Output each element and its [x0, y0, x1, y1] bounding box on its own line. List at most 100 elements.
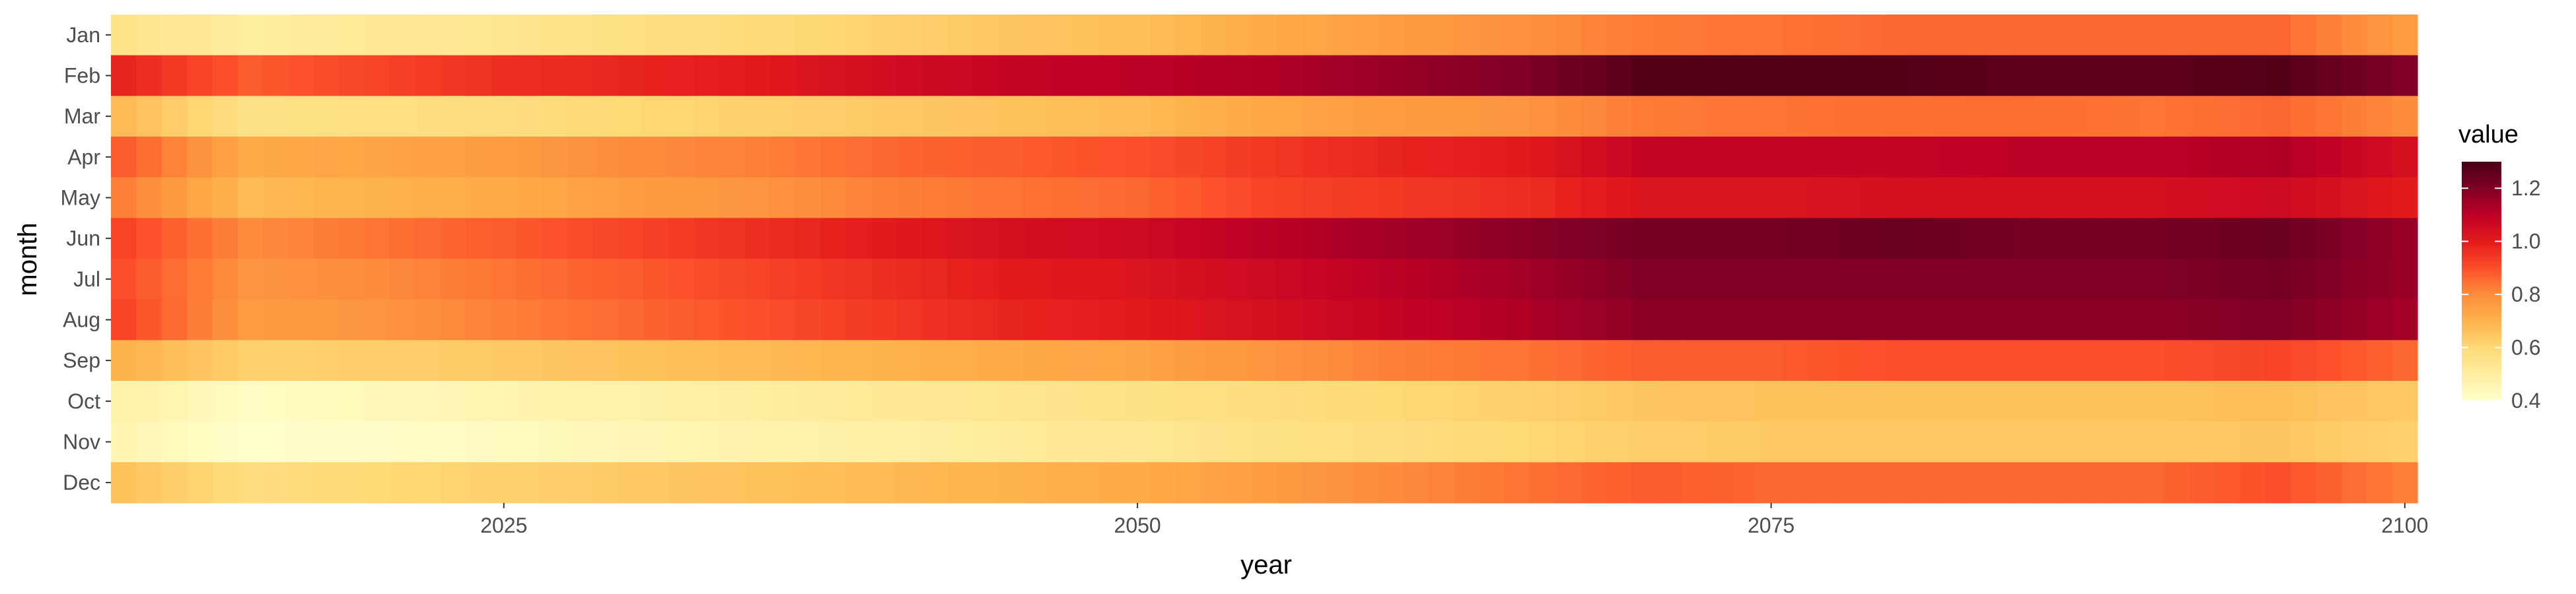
heatmap-cell [795, 137, 822, 178]
heatmap-cell [1201, 421, 1227, 463]
y-tick-label: Dec [63, 471, 100, 494]
heatmap-cell [2113, 421, 2139, 463]
heatmap-cell [1682, 218, 1709, 259]
heatmap-cell [1733, 137, 1759, 178]
heatmap-cell [1530, 462, 1556, 504]
heatmap-cell [643, 55, 669, 96]
heatmap-cell [1302, 259, 1328, 300]
heatmap-cell [415, 259, 441, 300]
heatmap-cell [1935, 462, 1962, 504]
heatmap-cell [719, 96, 745, 137]
heatmap-cell [1302, 462, 1328, 504]
heatmap-cell [998, 218, 1024, 259]
heatmap-cell [2138, 381, 2165, 422]
heatmap-cell [466, 137, 492, 178]
heatmap-cell [1682, 55, 1709, 96]
legend-tick-label: 0.6 [2511, 336, 2540, 360]
heatmap-cell [1556, 96, 1582, 137]
heatmap-cell [2012, 421, 2038, 463]
heatmap-cell [1809, 299, 1835, 341]
heatmap-cell [415, 137, 441, 178]
heatmap-cell [516, 96, 542, 137]
heatmap-cell [2012, 299, 2038, 341]
heatmap-cell [1910, 259, 1937, 300]
heatmap-cell [2367, 137, 2393, 178]
heatmap-cell [313, 96, 340, 137]
heatmap-cell [440, 177, 466, 218]
heatmap-cell [542, 177, 568, 218]
heatmap-cell [1707, 96, 1734, 137]
heatmap-cell [1226, 15, 1252, 56]
heatmap-cell [2291, 381, 2317, 422]
heatmap-cell [1935, 15, 1962, 56]
y-tick-label: Oct [67, 389, 100, 413]
heatmap-cell [1834, 340, 1861, 381]
heatmap-cell [1175, 177, 1201, 218]
heatmap-cell [719, 462, 745, 504]
heatmap-cell [719, 218, 745, 259]
heatmap-cell [2265, 381, 2291, 422]
heatmap-cell [415, 15, 441, 56]
heatmap-cell [2316, 299, 2342, 341]
heatmap-cell [769, 299, 796, 341]
heatmap-cell [1327, 340, 1353, 381]
heatmap-cell [972, 218, 999, 259]
heatmap-cell [339, 299, 365, 341]
heatmap-cell [516, 381, 542, 422]
heatmap-cell [1302, 177, 1328, 218]
heatmap-cell [2316, 462, 2342, 504]
heatmap-cell [2392, 381, 2418, 422]
heatmap-cell [1404, 15, 1430, 56]
heatmap-cell [643, 96, 669, 137]
heatmap-cell [2062, 421, 2089, 463]
heatmap-cell [263, 96, 289, 137]
heatmap-cell [2037, 462, 2063, 504]
heatmap-cell [1124, 218, 1151, 259]
heatmap-cell [1251, 55, 1277, 96]
heatmap-cell [972, 15, 999, 56]
heatmap-cell [871, 137, 898, 178]
heatmap-cell [1404, 177, 1430, 218]
heatmap-cell [1606, 218, 1633, 259]
heatmap-cell [491, 96, 517, 137]
heatmap-cell [769, 381, 796, 422]
heatmap-cell [1606, 381, 1633, 422]
heatmap-cell [1251, 340, 1277, 381]
heatmap-cell [1505, 421, 1531, 463]
heatmap-cell [1631, 137, 1658, 178]
heatmap-cell [998, 177, 1024, 218]
y-axis-title: month [13, 222, 42, 296]
heatmap-cell [1327, 137, 1353, 178]
heatmap-cell [1074, 381, 1100, 422]
heatmap-cell [2037, 299, 2063, 341]
heatmap-cell [542, 259, 568, 300]
heatmap-cell [2189, 177, 2215, 218]
heatmap-cell [1048, 15, 1075, 56]
heatmap-cell [744, 381, 771, 422]
heatmap-cell [2291, 177, 2317, 218]
heatmap-cell [516, 55, 542, 96]
heatmap-cell [845, 177, 872, 218]
heatmap-cell [1758, 15, 1785, 56]
heatmap-cell [1454, 218, 1480, 259]
heatmap-cell [491, 421, 517, 463]
heatmap-cell [1327, 55, 1353, 96]
heatmap-cell [921, 299, 948, 341]
heatmap-cell [820, 340, 847, 381]
heatmap-cell [1859, 299, 1886, 341]
heatmap-cell [643, 218, 669, 259]
heatmap-cell [618, 381, 644, 422]
y-tick-label: Nov [63, 430, 100, 454]
heatmap-cell [2265, 137, 2291, 178]
heatmap-cell [466, 340, 492, 381]
heatmap-cell [1099, 340, 1126, 381]
heatmap-cell [440, 462, 466, 504]
heatmap-cell [1251, 218, 1277, 259]
heatmap-cell [1226, 55, 1252, 96]
heatmap-cell [947, 137, 974, 178]
heatmap-cell [2012, 96, 2038, 137]
x-tick-label: 2075 [1748, 513, 1795, 537]
heatmap-cell [1809, 340, 1835, 381]
heatmap-cell [947, 218, 974, 259]
heatmap-cell [618, 218, 644, 259]
